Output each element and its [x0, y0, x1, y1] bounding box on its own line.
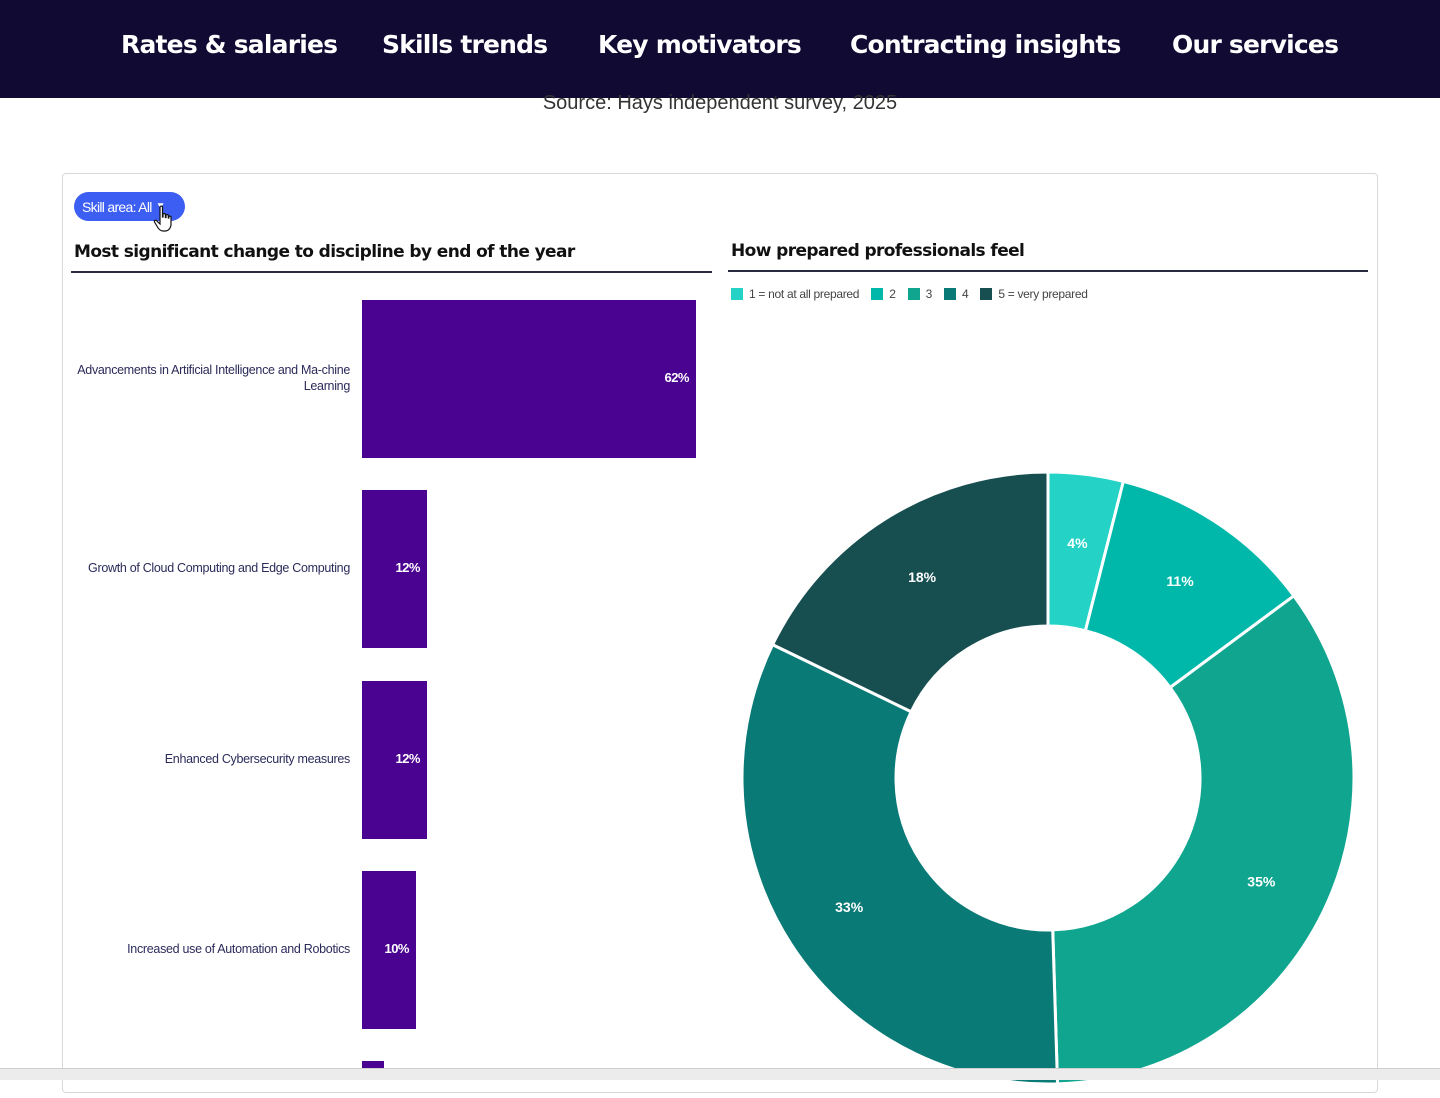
- bar-chart-title: Most significant change to discipline by…: [74, 242, 575, 262]
- donut-slice[interactable]: [1051, 593, 1356, 1086]
- donut-slice[interactable]: [740, 642, 1060, 1086]
- nav-rates-salaries[interactable]: Rates & salaries: [121, 30, 338, 59]
- hand-pointer-icon: [153, 205, 172, 232]
- bar[interactable]: [362, 490, 427, 648]
- slice-value-label: 35%: [1247, 873, 1276, 889]
- slice-value-label: 18%: [908, 569, 937, 585]
- donut-chart-title: How prepared professionals feel: [731, 241, 1025, 261]
- legend-item[interactable]: 2: [871, 287, 896, 301]
- legend-swatch: [980, 288, 993, 300]
- bar-value-label: 12%: [395, 751, 420, 766]
- legend-swatch: [907, 288, 920, 300]
- bar[interactable]: [362, 681, 427, 839]
- bar-value-label: 62%: [664, 370, 689, 385]
- nav-contracting-insights[interactable]: Contracting insights: [850, 30, 1121, 59]
- bar[interactable]: [362, 300, 696, 458]
- bar-category-label: Advancements in Artificial Intelligence …: [77, 363, 350, 393]
- bar-category-label: Growth of Cloud Computing and Edge Compu…: [88, 561, 350, 575]
- legend-item[interactable]: 4: [943, 287, 969, 301]
- bar-value-label: 12%: [395, 560, 420, 575]
- bar-title-divider: [71, 271, 712, 273]
- legend-item[interactable]: 1 = not at all prepared: [731, 287, 859, 301]
- top-navigation: Rates & salaries Skills trends Key motiv…: [0, 0, 1440, 98]
- donut-chart: 4% 11% 35% 33% 18%: [740, 470, 1356, 1086]
- bar-partial: [362, 1061, 384, 1071]
- legend-swatch: [871, 288, 884, 300]
- donut-title-divider: [728, 270, 1368, 272]
- nav-skills-trends[interactable]: Skills trends: [382, 30, 548, 59]
- legend-swatch: [943, 288, 956, 300]
- legend-swatch: [731, 288, 743, 300]
- bar-value-label: 10%: [384, 941, 409, 956]
- nav-key-motivators[interactable]: Key motivators: [598, 30, 802, 59]
- legend-label: 1 = not at all prepared: [749, 287, 860, 301]
- bar[interactable]: [362, 871, 416, 1029]
- legend-label: 5 = very prepared: [998, 287, 1088, 301]
- filter-label: Skill area: All: [82, 198, 152, 215]
- donut-slice[interactable]: [770, 470, 1050, 714]
- legend-label: 4: [961, 287, 969, 301]
- legend-item[interactable]: 5 = very prepared: [980, 287, 1088, 301]
- legend-label: 2: [889, 287, 896, 301]
- legend-label: 3: [925, 287, 933, 301]
- bar-category-label: Enhanced Cybersecurity measures: [164, 752, 351, 766]
- legend-item[interactable]: 3: [907, 287, 933, 301]
- horizontal-scrollbar[interactable]: [0, 1068, 1440, 1080]
- donut-legend: 1 = not at all prepared 2 3 4 5 = very prepa…: [731, 287, 1100, 301]
- nav-our-services[interactable]: Our services: [1172, 30, 1339, 59]
- slice-value-label: 11%: [1166, 573, 1194, 589]
- bar-category-label: Increased use of Automation and Robotics: [127, 942, 350, 956]
- source-caption: Source: Hays independent survey, 2025: [542, 92, 898, 114]
- skill-area-filter[interactable]: Skill area: All ▼: [74, 192, 185, 221]
- slice-value-label: 33%: [835, 899, 864, 915]
- slice-value-label: 4%: [1067, 535, 1088, 551]
